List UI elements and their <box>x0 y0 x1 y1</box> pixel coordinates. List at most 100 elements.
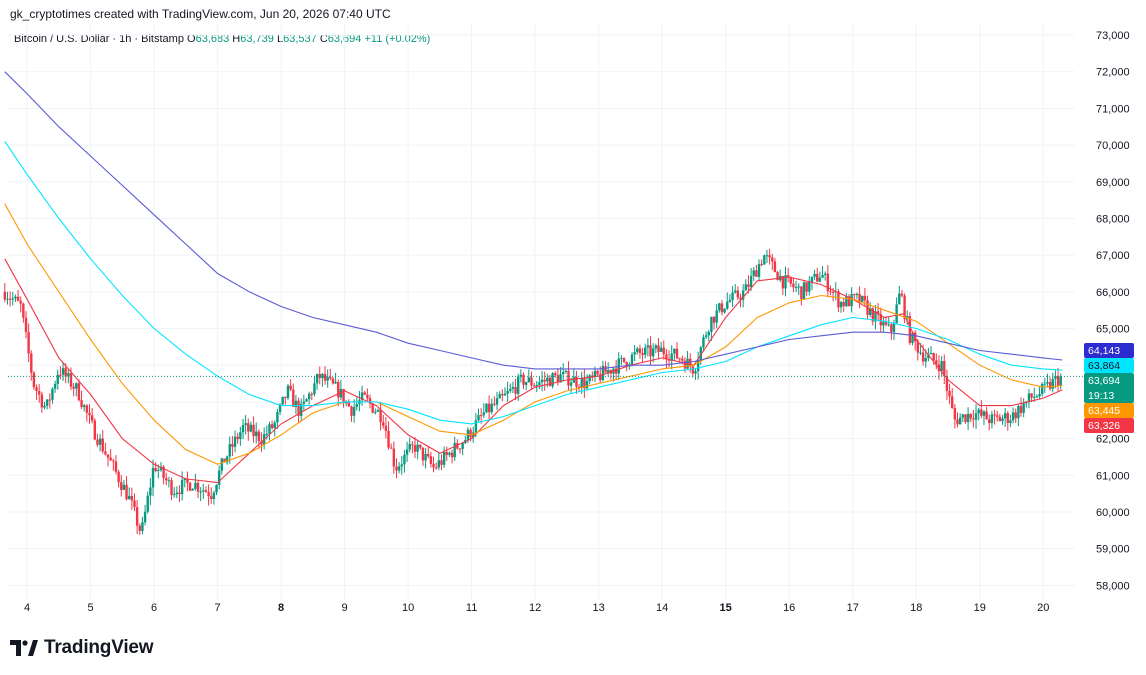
y-tick-label: 62,000 <box>1096 434 1130 446</box>
candle-body <box>485 403 488 413</box>
candle-body <box>718 303 721 311</box>
candle-body <box>604 366 607 373</box>
candle-body <box>969 413 972 419</box>
candle-body <box>543 379 546 382</box>
y-tick-label: 67,000 <box>1096 250 1130 262</box>
candle-body <box>530 377 533 386</box>
price-tag-label: 63,694 <box>1088 375 1120 387</box>
price-tag <box>1084 358 1134 373</box>
candle-body <box>951 396 954 408</box>
candle-body <box>816 273 819 282</box>
candle-body <box>217 470 221 485</box>
candle-body <box>53 383 57 389</box>
candle-body <box>125 484 128 500</box>
candle-body <box>355 404 358 407</box>
y-tick-label: 68,000 <box>1096 213 1130 225</box>
candle-body <box>1011 412 1015 421</box>
candle-body <box>625 362 628 367</box>
candle-body <box>646 345 650 348</box>
candle-body <box>151 468 155 488</box>
candle-body <box>493 403 496 405</box>
candle-body <box>583 378 586 389</box>
candle-body <box>323 373 327 381</box>
tradingview-logo-icon <box>10 640 38 656</box>
candle-body <box>154 468 157 472</box>
x-tick-label: 12 <box>529 602 541 614</box>
candle-body <box>405 449 409 455</box>
tradingview-brand[interactable]: TradingView <box>10 636 154 660</box>
candle-body <box>244 423 247 426</box>
candle-body <box>940 361 943 372</box>
candle-body <box>972 418 975 420</box>
candle-body <box>548 377 552 387</box>
moving-average-line-1 <box>4 258 1063 484</box>
candle-body <box>432 463 435 468</box>
candle-body <box>69 373 73 387</box>
candle-body <box>731 292 734 301</box>
y-tick-label: 65,000 <box>1096 324 1130 336</box>
candle-body <box>755 270 758 277</box>
candle-body <box>561 371 565 375</box>
candle-body <box>392 448 396 467</box>
candle-body <box>141 522 144 531</box>
candle-body <box>180 480 184 495</box>
candle-body <box>800 286 803 300</box>
time-axis[interactable]: 4 5 6 7 8 9 10 11 12 13 14 15 16 17 18 19 20 <box>24 602 1049 614</box>
candle-body <box>977 409 980 414</box>
candle-body <box>434 467 438 469</box>
candle-body <box>233 436 237 447</box>
candle-body <box>297 400 300 416</box>
candle-body <box>24 317 28 333</box>
candle-body <box>416 444 419 452</box>
candle-body <box>908 316 912 344</box>
candle-body <box>906 316 909 319</box>
candle-body <box>40 394 44 408</box>
candle-body <box>32 372 36 388</box>
candle-body <box>728 300 732 302</box>
candle-body <box>704 335 708 338</box>
candle-body <box>863 295 867 301</box>
candle-body <box>183 478 186 481</box>
candle-body <box>260 441 263 445</box>
candle-body <box>215 484 218 493</box>
candle-body <box>88 412 91 416</box>
candle-body <box>11 298 14 300</box>
y-tick-label: 59,000 <box>1096 544 1130 556</box>
candle-body <box>532 385 536 387</box>
candle-body <box>993 414 996 416</box>
candle-body <box>178 492 181 495</box>
price-axis[interactable]: 58,00059,00060,00061,00062,00063,00064,0… <box>1096 30 1130 592</box>
candle-body <box>236 436 239 440</box>
candle-body <box>186 478 189 483</box>
candle-body <box>919 352 922 354</box>
candle-body <box>868 308 872 315</box>
candle-body <box>696 360 700 372</box>
candle-body <box>255 431 258 437</box>
candle-body <box>678 358 681 360</box>
candle-body <box>569 382 573 386</box>
candle-body <box>384 425 388 431</box>
candle-body <box>556 375 560 383</box>
candle-body <box>874 311 877 322</box>
candle-body <box>368 398 372 404</box>
candle-body <box>858 293 861 302</box>
candle-body <box>48 399 52 401</box>
candle-body <box>813 273 816 277</box>
candle-body <box>360 392 364 401</box>
candle-body <box>853 294 856 296</box>
candle-body <box>342 389 345 404</box>
candle-body <box>506 390 509 394</box>
candle-body <box>567 370 570 386</box>
candle-body <box>665 354 668 360</box>
price-tag-label: 63,864 <box>1088 360 1120 372</box>
candle-body <box>739 297 742 300</box>
candle-body <box>90 415 94 421</box>
candle-body <box>38 391 41 395</box>
candle-body <box>1051 378 1054 389</box>
candle-body <box>911 332 914 344</box>
candle-body <box>588 375 591 382</box>
candle-body <box>273 422 276 428</box>
candle-body <box>601 366 605 381</box>
candle-body <box>1022 403 1025 413</box>
